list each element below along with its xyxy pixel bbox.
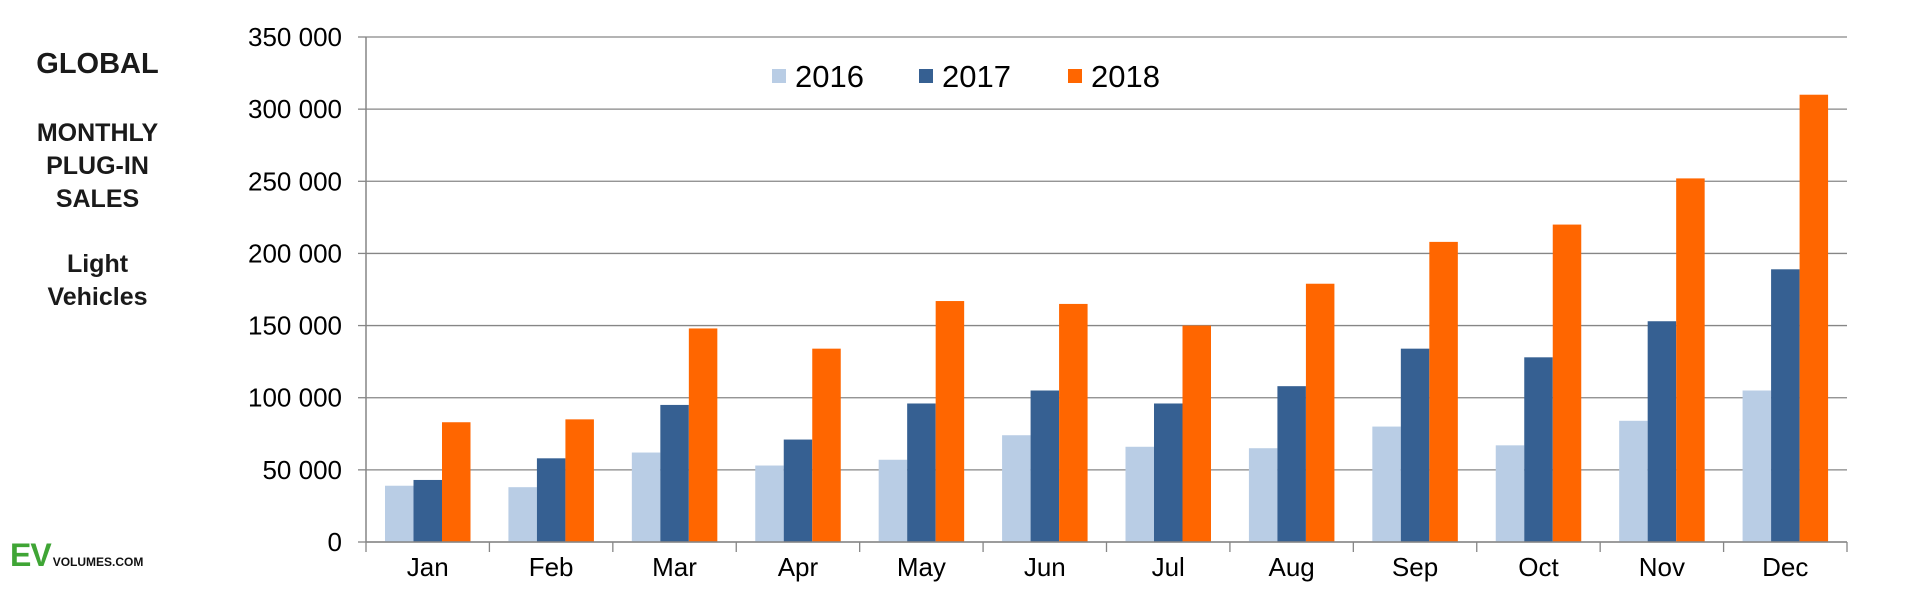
x-tick-label: Jan [407,552,449,582]
y-tick-label: 250 000 [248,166,342,196]
side-title-line-vehicles: Vehicles [47,283,148,311]
legend: 2016 2017 2018 [772,59,1160,94]
bar-2018-mar [688,328,718,542]
bar-2017-feb [536,458,566,542]
y-tick-label: 300 000 [248,94,342,124]
bar-2016-dec [1742,390,1772,542]
x-tick-label: May [897,552,946,582]
side-title-global: GLOBAL [36,48,159,80]
bar-2018-may [935,301,965,542]
logo-ev-text: EV [10,537,52,573]
x-tick-label: Dec [1762,552,1808,582]
x-tick-label: Apr [778,552,819,582]
bar-2016-mar [631,452,661,542]
bar-2017-jun [1030,390,1060,542]
bar-2017-apr [783,439,813,542]
bar-2016-oct [1495,445,1525,542]
bar-2017-nov [1647,321,1677,542]
bar-2017-sep [1400,348,1430,542]
x-tick-label: Nov [1639,552,1685,582]
x-tick-label: Jun [1024,552,1066,582]
bar-2018-aug [1305,283,1335,542]
side-title-line-monthly: MONTHLY [36,119,159,147]
x-tick-label: Feb [529,552,574,582]
bar-2018-jun [1059,303,1088,542]
bar-2018-oct [1552,224,1582,543]
bar-2017-mar [660,404,689,542]
legend-swatch-2018 [1068,69,1082,83]
bar-2017-oct [1524,357,1553,542]
ev-volumes-logo: EV VOLUMES.COM [10,537,143,574]
legend-label-2017: 2017 [942,59,1011,94]
legend-label-2016: 2016 [795,59,864,94]
bar-2016-jan [385,485,414,542]
bar-2016-may [878,459,908,542]
bar-2016-aug [1248,448,1278,542]
legend-swatch-2016 [772,69,786,83]
bar-2016-feb [508,487,537,542]
side-title-line-sales: SALES [55,185,140,213]
x-tick-label: Aug [1268,552,1314,582]
x-tick-label: Jul [1152,552,1185,582]
x-tick-label: Sep [1392,552,1438,582]
bar-2016-jul [1125,446,1154,542]
legend-swatch-2017 [919,69,933,83]
bar-2017-jul [1154,403,1183,542]
side-title-line-plug-in: PLUG-IN [46,152,149,180]
bar-2017-jan [413,479,442,542]
bar-2018-feb [565,419,594,542]
y-tick-label: 100 000 [248,383,342,413]
y-tick-label: 0 [328,527,342,557]
logo-volumes-text: VOLUMES.COM [52,555,144,569]
bar-2016-jun [1002,435,1031,542]
bar-2016-sep [1372,426,1401,542]
bar-2018-apr [812,348,841,542]
y-tick-label: 150 000 [248,311,342,341]
bar-2016-nov [1619,420,1648,542]
bar-2017-dec [1771,269,1800,542]
y-tick-label: 200 000 [248,238,342,268]
x-tick-label: Oct [1518,552,1559,582]
bar-2018-nov [1676,178,1705,542]
bars [385,94,1829,543]
y-tick-label: 50 000 [262,455,342,485]
y-tick-label: 350 000 [248,22,342,52]
bar-2016-apr [755,465,784,542]
bar-2018-jul [1182,325,1211,542]
axes: 0 50 000 100 000 150 000 200 000 250 000 300 0… [248,22,1848,582]
bar-2017-may [907,403,936,542]
bar-2017-aug [1277,386,1306,542]
side-title-monthly-sales: MONTHLY PLUG-IN SALES [0,117,195,216]
side-title-light-vehicles: Light Vehicles [0,248,195,314]
bar-2018-sep [1429,241,1458,542]
bar-2018-dec [1799,94,1829,542]
legend-label-2018: 2018 [1091,59,1160,94]
bar-2018-jan [442,422,471,542]
x-tick-label: Mar [652,552,697,582]
side-title-line-light: Light [66,250,129,278]
